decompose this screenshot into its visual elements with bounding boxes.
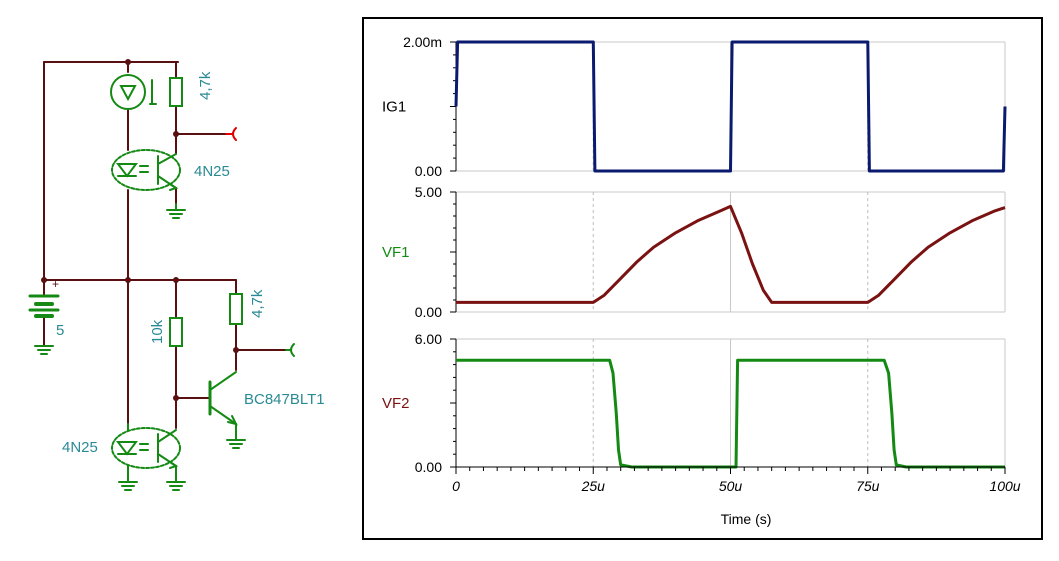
x-axis-title: Time (s)	[721, 511, 772, 527]
waveform-chart: 2.00m 0.00 IG1 5.00 0.00 VF1 6.00 0.00 VF2 0 25u 5…	[382, 34, 1021, 527]
resistor-top-label: 4,7k	[197, 71, 214, 100]
optocoupler-bottom-label: 4N25	[62, 439, 98, 456]
panel-ig1: 2.00m 0.00 IG1	[382, 34, 1007, 179]
ground-icon	[226, 439, 246, 449]
battery-plus-label: +	[52, 277, 59, 291]
battery-label: 5	[56, 322, 64, 339]
y-tick-label: 0.00	[415, 459, 442, 475]
optocoupler-top-label: 4N25	[194, 163, 230, 180]
x-tick-label: 0	[452, 478, 460, 494]
transistor-icon	[208, 371, 238, 441]
series-line-vf2	[456, 358, 1005, 469]
x-tick-label: 75u	[856, 478, 880, 494]
resistor-top-icon	[169, 77, 183, 107]
x-tick-label: 25u	[581, 478, 606, 494]
ground-icon	[166, 481, 186, 491]
ground-icon	[118, 481, 138, 491]
series-line-vf1	[456, 204, 1006, 304]
x-tick-label: 100u	[989, 478, 1020, 494]
series-line-ig1	[454, 40, 1007, 173]
resistor-collector-label: 4,7k	[249, 289, 266, 318]
series-label: VF1	[382, 244, 410, 261]
components	[28, 74, 295, 491]
series-label: VF2	[382, 395, 410, 412]
ground-icon	[166, 203, 186, 219]
plot-frame	[362, 17, 1043, 540]
circuit-schematic: 4,7k 4N25 + 5 10k 4,7k BC847BLT1 4N25	[28, 59, 325, 491]
ground-icon	[34, 345, 54, 355]
x-tick-label: 50u	[719, 478, 743, 494]
x-axis: 0 25u 50u 75u 100u	[452, 466, 1021, 494]
y-tick-label: 0.00	[415, 304, 442, 320]
battery-icon	[28, 294, 60, 318]
series-label: IG1	[382, 99, 406, 116]
optocoupler-top-icon	[111, 149, 181, 191]
wires	[43, 61, 287, 429]
resistor-base-icon	[169, 317, 183, 347]
resistor-collector-icon	[229, 293, 243, 325]
panel-vf2: 6.00 0.00 VF2	[382, 331, 1006, 475]
panel-vf1: 5.00 0.00 VF1	[382, 184, 1006, 320]
y-tick-label: 0.00	[415, 163, 442, 179]
optocoupler-bottom-icon	[111, 423, 181, 483]
resistor-base-label: 10k	[149, 319, 166, 344]
y-tick-label: 2.00m	[403, 34, 442, 50]
junction-dots	[41, 59, 239, 401]
transistor-label: BC847BLT1	[244, 391, 325, 408]
y-tick-label: 5.00	[415, 184, 442, 200]
y-tick-label: 6.00	[415, 331, 442, 347]
current-source-icon	[110, 74, 157, 110]
